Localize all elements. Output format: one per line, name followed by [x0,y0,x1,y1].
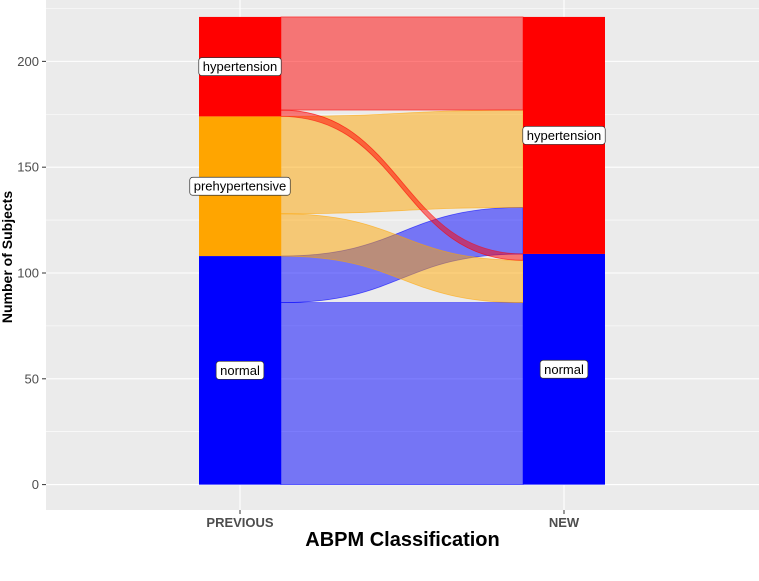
stratum-label-text: normal [544,362,584,377]
stratum-label-previous-normal: normal [215,360,265,380]
y-tick-label: 100 [17,265,39,280]
stratum-labels: normal prehypertensive hypertension normal h… [189,57,606,380]
flows [280,16,524,486]
stratum-label-text: prehypertensive [194,179,287,194]
flow-hypertension-to-hypertension [280,16,524,111]
stratum-label-previous-hypertension: hypertension [198,57,282,77]
stratum-label-new-hypertension: hypertension [522,126,606,145]
y-tick-label: 150 [17,160,39,175]
x-tick-label-previous: PREVIOUS [206,515,274,530]
flow-prehypertensive-to-hypertension [280,109,524,215]
y-tick-label: 0 [32,477,39,492]
stratum-label-box [215,360,265,380]
y-tick-label: 50 [25,371,39,386]
y-axis-title: Number of Subjects [0,191,15,323]
x-axis-title: ABPM Classification [305,529,499,551]
flow-normal-to-normal [280,302,524,486]
stratum-label-text: normal [220,363,260,378]
stratum-label-text: hypertension [527,128,601,143]
stratum-label-previous-prehypertensive: prehypertensive [189,176,291,196]
stratum-label-new-normal: normal [539,359,589,379]
axes: 0 50 100 150 200 PREVIOUS NEW [17,54,580,530]
stratum-label-box [189,176,291,196]
stratum-label-text: hypertension [203,59,277,74]
stratum-label-box [539,359,589,379]
y-tick-label: 200 [17,54,39,69]
stratum-label-box [198,57,282,77]
stratum-label-box [522,126,606,145]
x-tick-label-new: NEW [549,515,580,530]
